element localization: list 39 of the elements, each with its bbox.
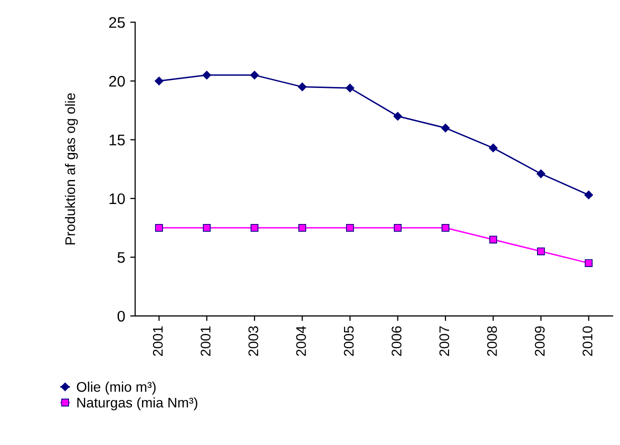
x-tick-label: 2001 [152, 326, 163, 356]
y-tick-label: 15 [110, 134, 125, 146]
point [250, 70, 259, 80]
point [394, 224, 402, 232]
x-tick-label: 2004 [296, 326, 306, 356]
y-tick-label: 20 [109, 76, 125, 87]
point [202, 70, 212, 80]
point [536, 169, 546, 178]
point [584, 190, 594, 200]
point [346, 84, 354, 92]
point [488, 144, 498, 152]
x-tick-label: 2009 [534, 326, 545, 356]
y-tick-label: 25 [109, 17, 125, 28]
point [346, 224, 354, 232]
x-tick-label: 2005 [344, 326, 354, 356]
point [393, 112, 402, 121]
point [489, 236, 498, 244]
point [298, 224, 306, 232]
point [202, 224, 211, 232]
legend-label: Naturgas (mia Nm³) [77, 397, 198, 410]
y-axis-title: Produktion af gas og olie [64, 93, 78, 244]
point [584, 259, 593, 267]
y-tick-label: 5 [118, 252, 125, 263]
point [537, 247, 545, 256]
x-tick-label: 2001 [200, 326, 210, 356]
x-tick-label: 2010 [582, 326, 592, 356]
point [442, 224, 450, 232]
x-tick-label: 2006 [392, 326, 402, 356]
y-tick-label: 10 [110, 193, 125, 204]
point [298, 82, 307, 92]
x-tick-label: 2008 [487, 326, 497, 356]
point [250, 224, 258, 232]
point [155, 224, 163, 232]
x-tick-label: 2007 [439, 326, 450, 356]
point [441, 124, 450, 132]
x-tick-label: 2003 [248, 326, 258, 356]
legend-label: Olie (mio m³) [76, 382, 156, 395]
point [154, 76, 164, 86]
y-tick-label: 0 [118, 310, 125, 322]
